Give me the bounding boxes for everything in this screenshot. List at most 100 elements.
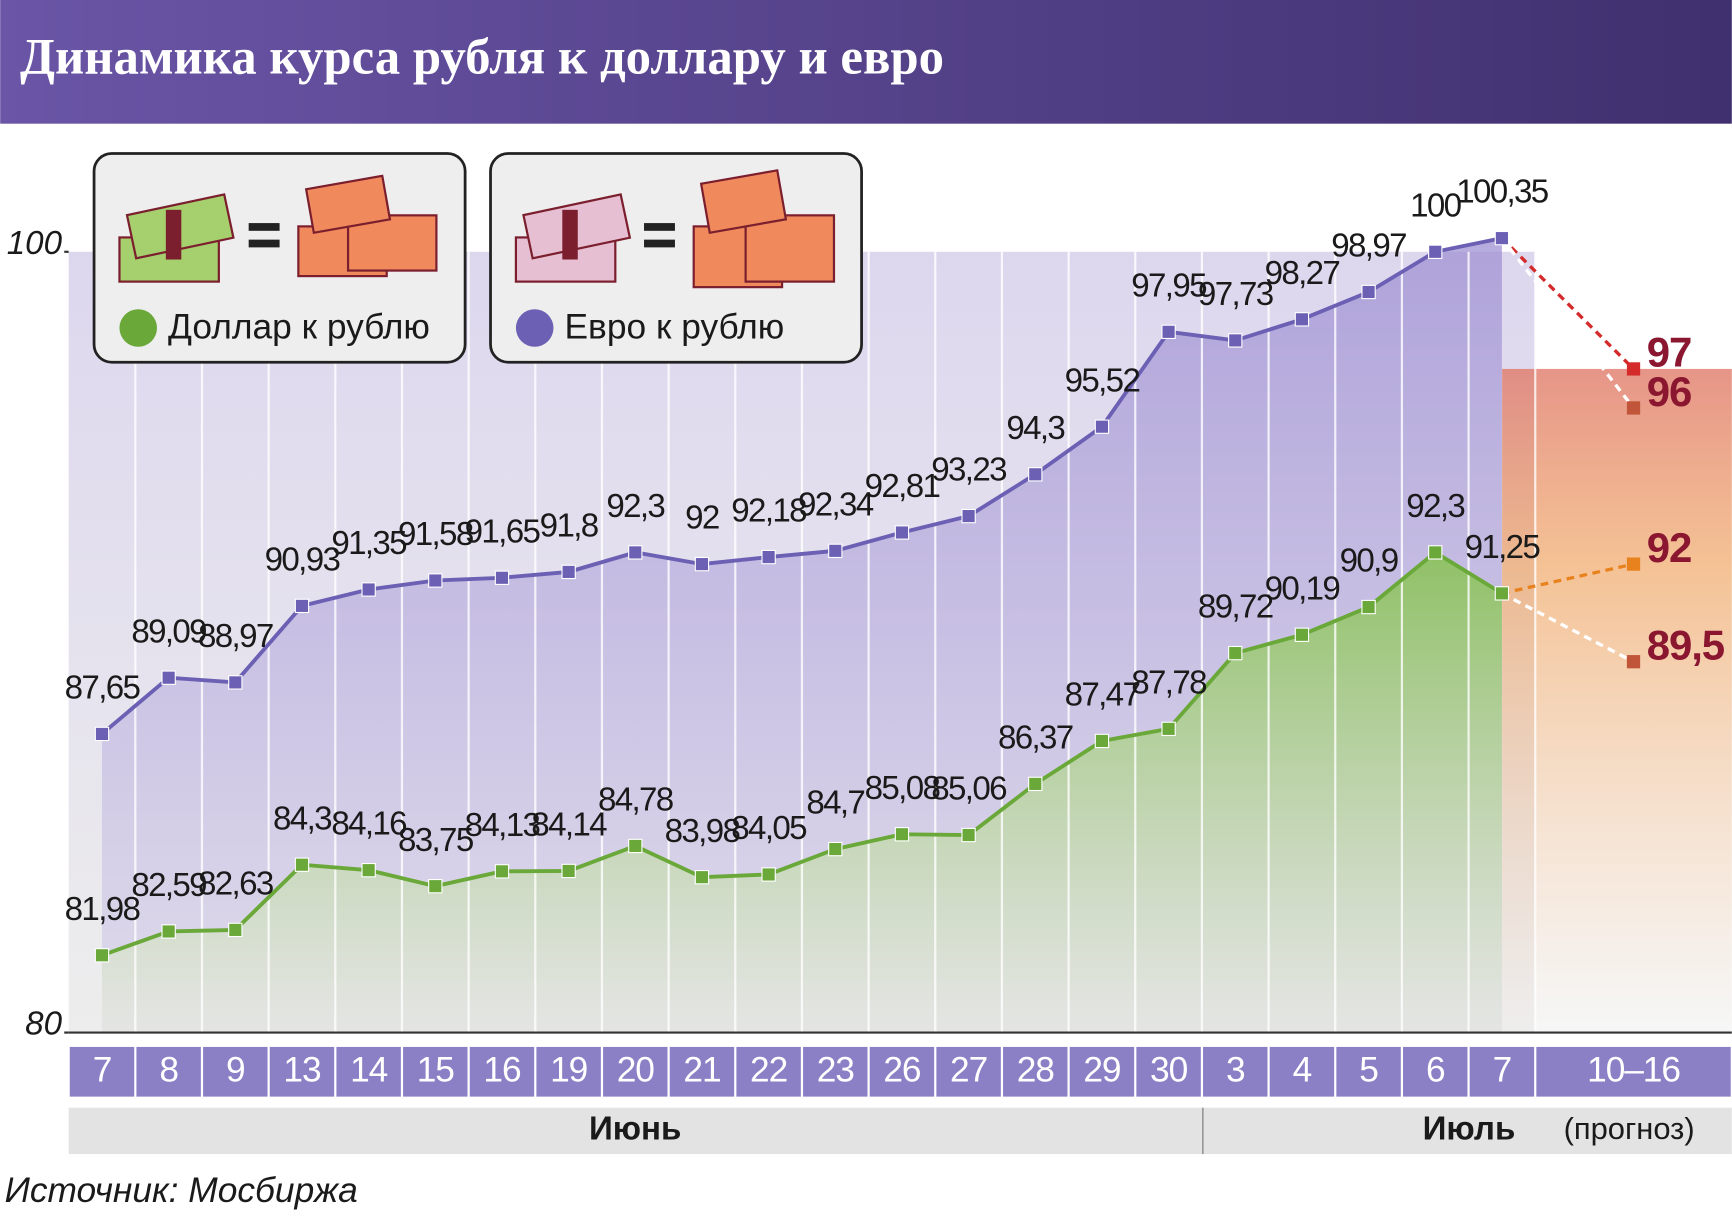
x-tick-label: 28 xyxy=(1017,1051,1055,1090)
marker xyxy=(628,838,643,854)
category-cell xyxy=(69,1046,135,1097)
marker xyxy=(228,922,243,938)
marker xyxy=(694,556,710,572)
value-label: 94,3 xyxy=(1006,410,1064,447)
marker xyxy=(1361,599,1376,615)
source: Источник: Мосбиржа xyxy=(5,1171,358,1210)
category-cell xyxy=(536,1046,601,1097)
value-label: 86,37 xyxy=(998,719,1073,756)
y-tick-label: 80 xyxy=(25,1006,62,1043)
value-label: 84,13 xyxy=(465,807,540,844)
marker xyxy=(761,549,776,565)
value-label: 98,97 xyxy=(1331,228,1406,265)
value-label: 81,98 xyxy=(65,891,140,928)
forecast-label: 96 xyxy=(1647,368,1691,415)
marker xyxy=(294,598,310,614)
value-label: 85,08 xyxy=(865,770,940,807)
x-tick-label: 27 xyxy=(950,1051,987,1090)
marker xyxy=(694,870,710,885)
category-cell xyxy=(1269,1046,1335,1097)
x-tick-label: 8 xyxy=(159,1051,178,1090)
category-cell xyxy=(136,1046,201,1097)
x-tick-label: 22 xyxy=(750,1051,787,1090)
forecast-area xyxy=(1502,368,1732,1033)
marker xyxy=(961,508,976,524)
value-label: 89,72 xyxy=(1198,589,1273,626)
x-tick-label: 21 xyxy=(683,1051,720,1090)
marker xyxy=(1161,324,1176,340)
category-cell xyxy=(1536,1046,1731,1097)
value-label: 98,27 xyxy=(1265,255,1340,292)
y-tick-label: 100 xyxy=(7,225,63,262)
marker xyxy=(1294,312,1310,327)
dollar-icon xyxy=(118,174,438,283)
forecast-line xyxy=(1501,562,1634,596)
forecast-marker xyxy=(1626,401,1641,415)
value-label: 84,7 xyxy=(806,785,864,822)
marker xyxy=(428,573,443,588)
category-cell xyxy=(1469,1046,1535,1097)
value-label: 91,25 xyxy=(1465,529,1541,566)
value-label: 91,8 xyxy=(540,507,598,544)
x-tick-label: 7 xyxy=(1493,1051,1512,1090)
forecast-line xyxy=(1501,591,1635,664)
value-label: 97,73 xyxy=(1198,276,1273,313)
x-tick-label: 14 xyxy=(350,1051,388,1090)
category-cell xyxy=(1403,1046,1468,1097)
line xyxy=(101,550,1503,958)
marker xyxy=(1228,645,1243,661)
category-cell xyxy=(803,1046,868,1097)
x-tick-label: 29 xyxy=(1083,1051,1120,1090)
marker xyxy=(161,670,176,685)
legend-marker xyxy=(515,309,554,347)
marker xyxy=(494,864,510,879)
marker xyxy=(1228,333,1243,348)
x-tick-label: 20 xyxy=(617,1051,655,1090)
value-label: 90,9 xyxy=(1340,543,1398,580)
x-tick-label: 10–16 xyxy=(1587,1051,1680,1090)
value-label: 87,47 xyxy=(1065,677,1140,714)
value-label: 87,78 xyxy=(1131,664,1206,701)
marker xyxy=(1094,419,1110,434)
category-cell xyxy=(869,1046,935,1097)
value-label: 92,34 xyxy=(798,486,874,523)
category-cell xyxy=(736,1046,801,1097)
marker xyxy=(828,841,843,857)
category-cell xyxy=(403,1046,468,1097)
marker xyxy=(361,862,376,878)
marker xyxy=(1294,627,1310,642)
value-label: 97,95 xyxy=(1131,267,1207,304)
value-label: 89,09 xyxy=(131,613,206,650)
marker xyxy=(961,827,976,843)
value-label: 100 xyxy=(1410,187,1462,224)
x-tick-label: 13 xyxy=(283,1051,321,1090)
category-cell xyxy=(669,1046,735,1097)
category-cell xyxy=(1069,1046,1135,1097)
x-tick-label: 6 xyxy=(1426,1051,1445,1090)
value-label: 87,65 xyxy=(65,670,141,707)
value-label: 91,35 xyxy=(331,525,407,562)
value-label: 90,19 xyxy=(1265,570,1340,607)
marker xyxy=(1028,467,1043,482)
value-label: 92,3 xyxy=(1406,488,1464,525)
marker xyxy=(161,924,176,939)
marker xyxy=(561,564,576,580)
marker xyxy=(428,878,443,894)
value-label: 92,3 xyxy=(606,488,664,525)
marker xyxy=(1494,230,1510,246)
legend: Доллар к рублю Евро к рублю xyxy=(92,152,863,364)
marker xyxy=(1361,284,1376,300)
header xyxy=(0,0,1732,124)
marker xyxy=(1428,545,1443,560)
value-label: 84,16 xyxy=(331,806,406,843)
legend-label: Евро к рублю xyxy=(565,307,785,346)
forecast-note: (прогноз) xyxy=(1564,1111,1695,1146)
value-label: 84,14 xyxy=(531,807,607,844)
value-label: 95,52 xyxy=(1065,362,1140,399)
forecast-label: 97 xyxy=(1647,329,1691,376)
value-label: 83,98 xyxy=(665,813,740,850)
value-label: 92 xyxy=(685,500,719,537)
x-tick-label: 26 xyxy=(883,1051,921,1090)
value-label: 88,97 xyxy=(198,618,273,655)
